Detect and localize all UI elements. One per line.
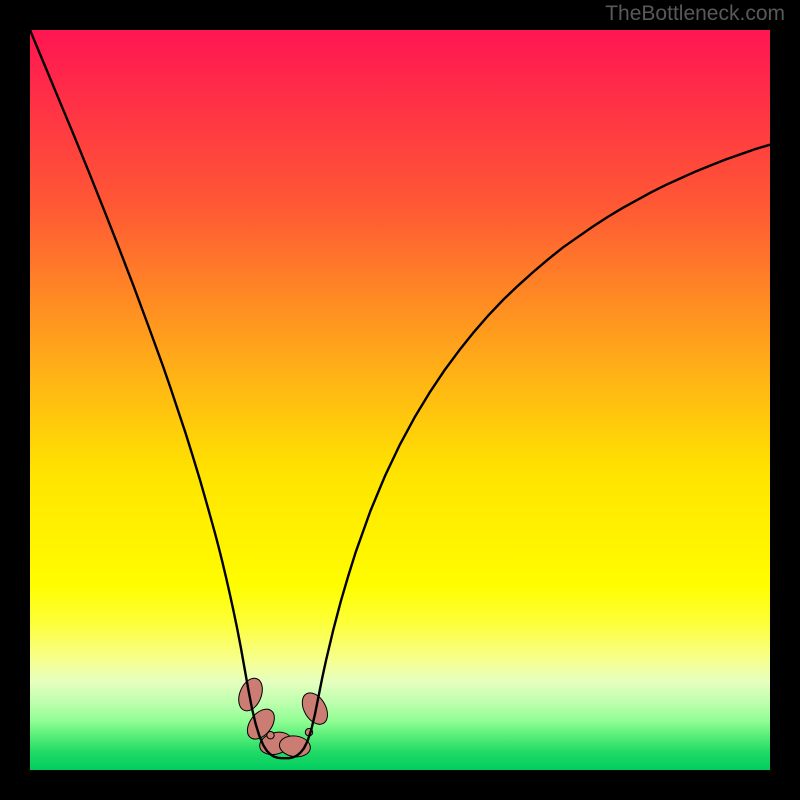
bottleneck-curve: [30, 30, 770, 758]
blob: [267, 732, 274, 739]
watermark-text: TheBottleneck.com: [605, 2, 785, 26]
plot-area: [30, 30, 770, 770]
blob: [234, 675, 267, 715]
plot-svg: [30, 30, 770, 770]
